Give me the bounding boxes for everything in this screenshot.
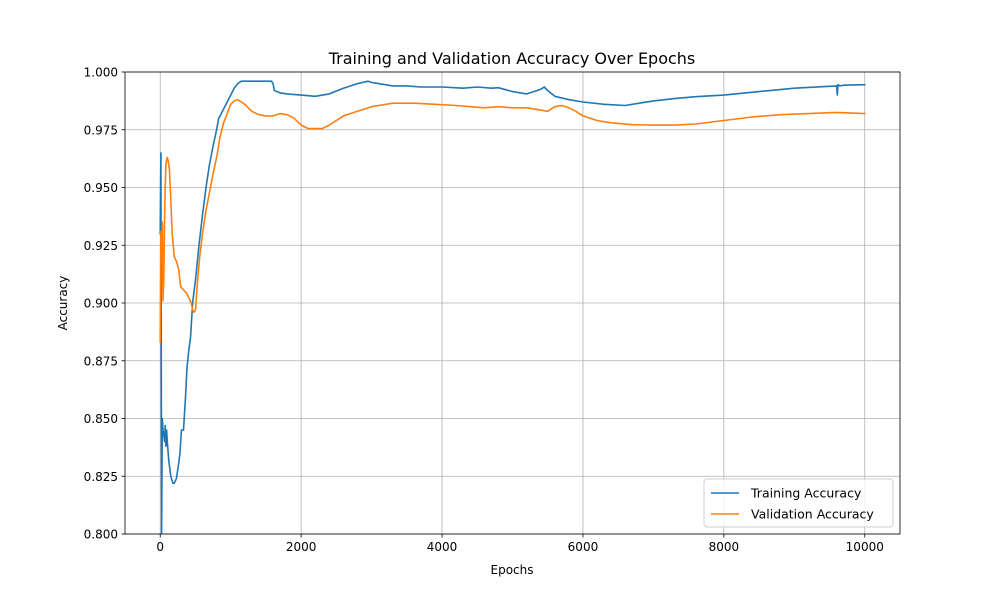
x-tick-label: 8000 — [709, 540, 740, 554]
legend: Training Accuracy Validation Accuracy — [703, 478, 894, 528]
legend-label-validation: Validation Accuracy — [751, 507, 874, 522]
validation-accuracy-line — [159, 98, 866, 344]
x-axis-label: Epochs — [491, 563, 534, 577]
y-tick-label: 0.800 — [84, 528, 118, 542]
legend-box — [703, 478, 894, 528]
y-axis-label: Accuracy — [56, 276, 70, 331]
y-tick-label: 1.000 — [84, 66, 118, 80]
axis-ticks: 0 2000 4000 6000 8000 10000 0.800 0.825 0.850 0.8… — [84, 66, 884, 555]
y-tick-label: 0.975 — [84, 123, 118, 137]
chart-title: Training and Validation Accuracy Over Ep… — [328, 49, 696, 68]
legend-label-training: Training Accuracy — [750, 486, 862, 501]
series-lines — [159, 80, 866, 534]
y-tick-label: 0.950 — [84, 181, 118, 195]
x-tick-label: 6000 — [568, 540, 599, 554]
y-tick-label: 0.900 — [84, 297, 118, 311]
x-tick-label: 10000 — [846, 540, 884, 554]
y-tick-label: 0.875 — [84, 354, 118, 368]
training-accuracy-line — [159, 80, 866, 534]
x-tick-label: 2000 — [286, 540, 317, 554]
y-tick-label: 0.850 — [84, 412, 118, 426]
x-tick-label: 4000 — [427, 540, 458, 554]
y-tick-label: 0.825 — [84, 470, 118, 484]
y-tick-label: 0.925 — [84, 239, 118, 253]
x-tick-label: 0 — [156, 540, 164, 554]
